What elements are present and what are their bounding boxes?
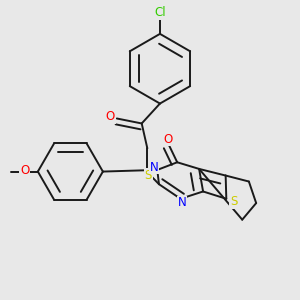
Text: N: N	[150, 161, 158, 174]
Text: Cl: Cl	[154, 7, 166, 20]
Text: O: O	[20, 164, 29, 177]
Text: S: S	[145, 169, 152, 182]
Text: S: S	[230, 195, 237, 208]
Text: O: O	[106, 110, 115, 123]
Text: N: N	[178, 196, 187, 209]
Text: O: O	[163, 133, 172, 146]
